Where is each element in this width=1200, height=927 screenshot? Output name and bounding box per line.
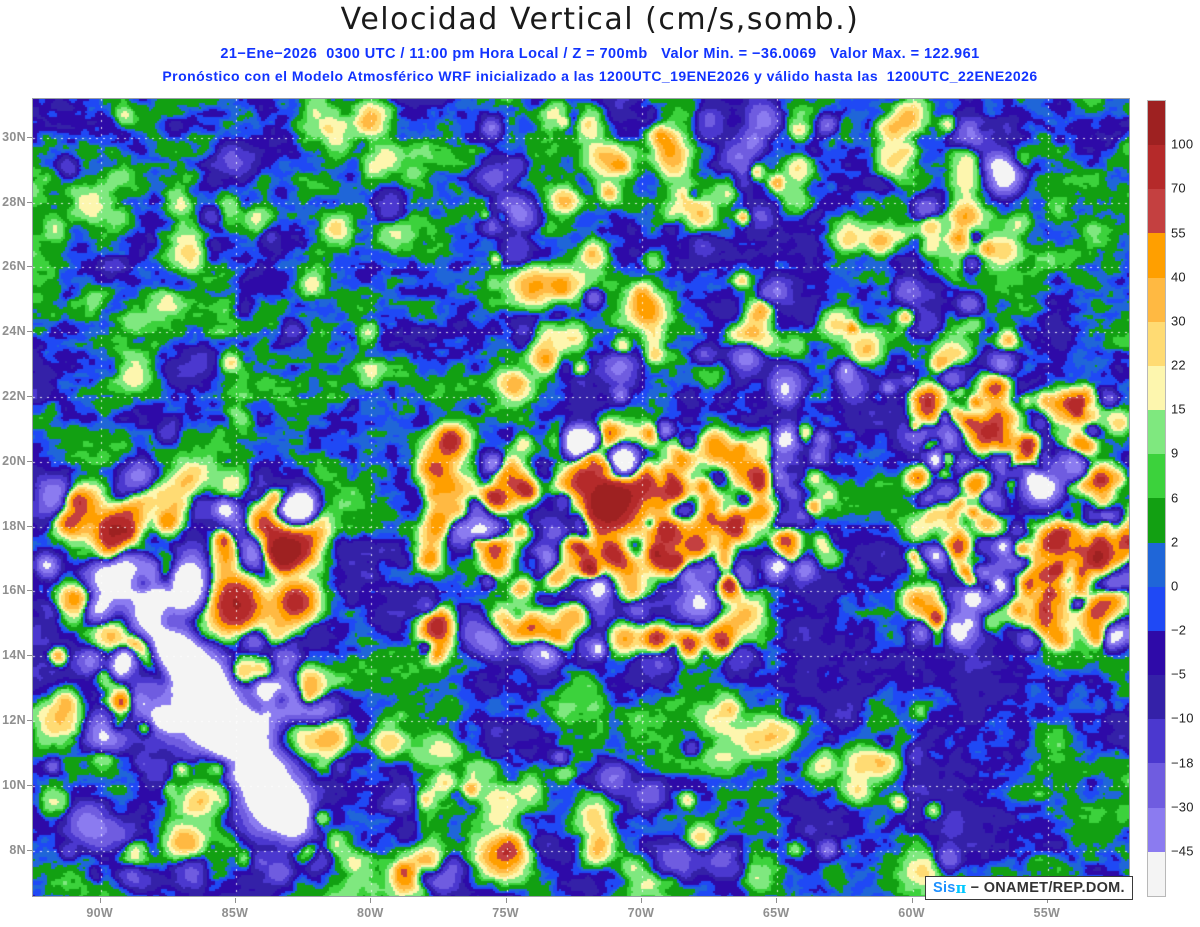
page-title: Velocidad Vertical (cm/s,somb.): [340, 2, 860, 37]
lon-tick-mark: [776, 898, 778, 903]
colorbar: [1147, 100, 1166, 897]
lat-tick-label: 18N: [2, 518, 26, 533]
colorbar-tick-label: −2: [1171, 622, 1187, 638]
colorbar-band: [1148, 101, 1165, 146]
vertical-velocity-heatmap: [33, 99, 1129, 896]
lat-tick-label: 26N: [2, 259, 26, 274]
lat-tick-label: 20N: [2, 453, 26, 468]
lat-tick-label: 24N: [2, 324, 26, 339]
colorbar-band: [1148, 763, 1165, 808]
lon-tick-label: 60W: [898, 906, 925, 920]
lon-tick-mark: [505, 898, 507, 903]
colorbar-band: [1148, 145, 1165, 190]
colorbar-band: [1148, 851, 1165, 896]
colorbar-tick-label: 55: [1171, 225, 1186, 240]
colorbar-tick-label: 6: [1171, 490, 1179, 505]
lon-tick-label: 80W: [356, 906, 384, 920]
colorbar-tick-label: −10: [1171, 710, 1194, 726]
lat-tick-label: 16N: [2, 583, 26, 598]
lon-tick-mark: [99, 898, 101, 903]
colorbar-tick-label: 0: [1171, 578, 1179, 594]
colorbar-band: [1148, 189, 1165, 234]
watermark-sis-text: Sis: [933, 880, 956, 896]
colorbar-tick-label: −18: [1171, 755, 1194, 770]
lon-tick-mark: [640, 898, 642, 903]
lon-tick-mark: [370, 898, 372, 903]
lat-tick-mark: [27, 849, 32, 851]
lat-tick-label: 30N: [2, 129, 26, 144]
lat-tick-mark: [27, 396, 32, 398]
colorbar-tick-label: −45: [1171, 843, 1194, 859]
lat-tick-label: 10N: [2, 777, 26, 792]
watermark-onamet: Sis π − ONAMET/REP.DOM.: [925, 876, 1133, 900]
lat-tick-label: 12N: [2, 713, 26, 728]
lon-tick-label: 55W: [1033, 906, 1061, 920]
colorbar-band: [1148, 498, 1165, 543]
colorbar-tick-label: 30: [1171, 313, 1186, 329]
colorbar-tick-label: 100: [1171, 136, 1194, 152]
colorbar-band: [1148, 542, 1165, 587]
colorbar-tick-label: 40: [1171, 269, 1186, 285]
colorbar-band: [1148, 365, 1165, 411]
lon-tick-label: 70W: [627, 906, 655, 920]
colorbar-tick-label: −5: [1171, 666, 1187, 682]
lat-tick-mark: [27, 201, 32, 203]
colorbar-tick-label: 22: [1171, 357, 1186, 373]
lon-tick-label: 75W: [492, 906, 519, 920]
colorbar-band: [1148, 321, 1165, 366]
colorbar-band: [1148, 719, 1165, 764]
colorbar-band: [1148, 410, 1165, 455]
colorbar-tick-label: −30: [1171, 799, 1194, 815]
colorbar-tick-label: 9: [1171, 445, 1179, 461]
lat-tick-label: 28N: [2, 194, 26, 209]
colorbar-band: [1148, 586, 1165, 631]
subtitle-model-info: Pronóstico con el Modelo Atmosférico WRF…: [162, 68, 1038, 84]
subtitle-forecast-time: 21−Ene−2026 0300 UTC / 11:00 pm Hora Loc…: [220, 46, 980, 62]
lat-tick-label: 8N: [9, 842, 26, 857]
colorbar-band: [1148, 277, 1165, 322]
lat-tick-mark: [27, 655, 32, 657]
lat-tick-mark: [27, 525, 32, 527]
colorbar-band: [1148, 630, 1165, 676]
lat-tick-mark: [27, 460, 32, 462]
pi-icon: π: [955, 879, 967, 897]
lat-tick-label: 22N: [2, 389, 26, 404]
lat-tick-label: 14N: [2, 648, 26, 663]
chart-header: Velocidad Vertical (cm/s,somb.) 21−Ene−2…: [0, 0, 1200, 92]
lon-tick-mark: [1046, 898, 1048, 903]
colorbar-tick-label: 15: [1171, 401, 1186, 417]
lon-tick-mark: [234, 898, 236, 903]
lon-tick-label: 85W: [221, 906, 249, 920]
colorbar-band: [1148, 233, 1165, 278]
colorbar-tick-label: 70: [1171, 180, 1186, 196]
lon-tick-label: 90W: [86, 906, 113, 920]
lat-tick-mark: [27, 590, 32, 592]
lat-tick-mark: [27, 331, 32, 333]
lat-tick-mark: [27, 266, 32, 268]
colorbar-tick-label: 2: [1171, 534, 1179, 550]
watermark-org-text: − ONAMET/REP.DOM.: [970, 880, 1125, 896]
lon-tick-label: 65W: [762, 906, 790, 920]
lon-tick-mark: [911, 898, 913, 903]
colorbar-band: [1148, 807, 1165, 852]
colorbar-band: [1148, 675, 1165, 720]
lat-tick-mark: [27, 784, 32, 786]
map-plot-area: [32, 98, 1130, 897]
colorbar-band: [1148, 454, 1165, 499]
lat-tick-mark: [27, 136, 32, 138]
lat-tick-mark: [27, 720, 32, 722]
